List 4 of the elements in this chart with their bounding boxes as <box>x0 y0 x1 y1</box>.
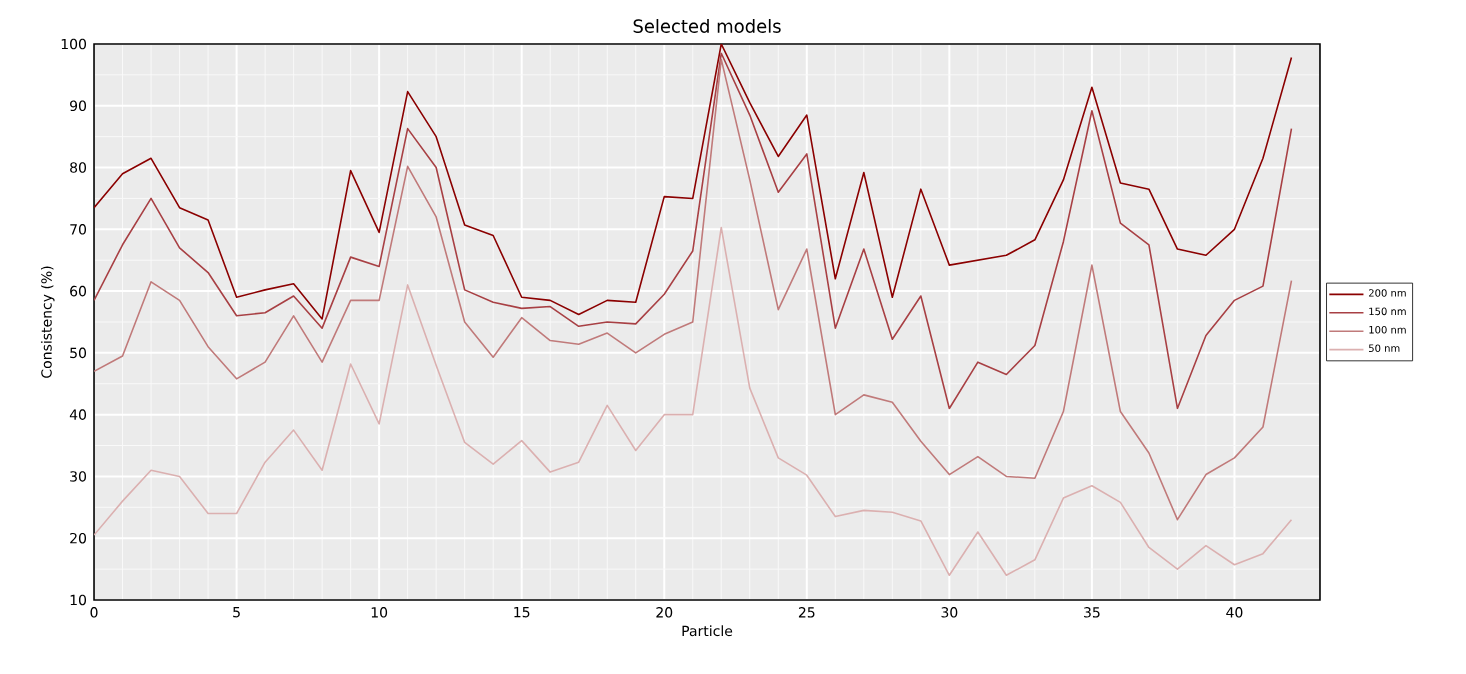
line-series <box>94 52 1293 410</box>
chart-title: Selected models <box>633 19 781 33</box>
line-series <box>94 226 1293 577</box>
line-series <box>94 58 1293 521</box>
